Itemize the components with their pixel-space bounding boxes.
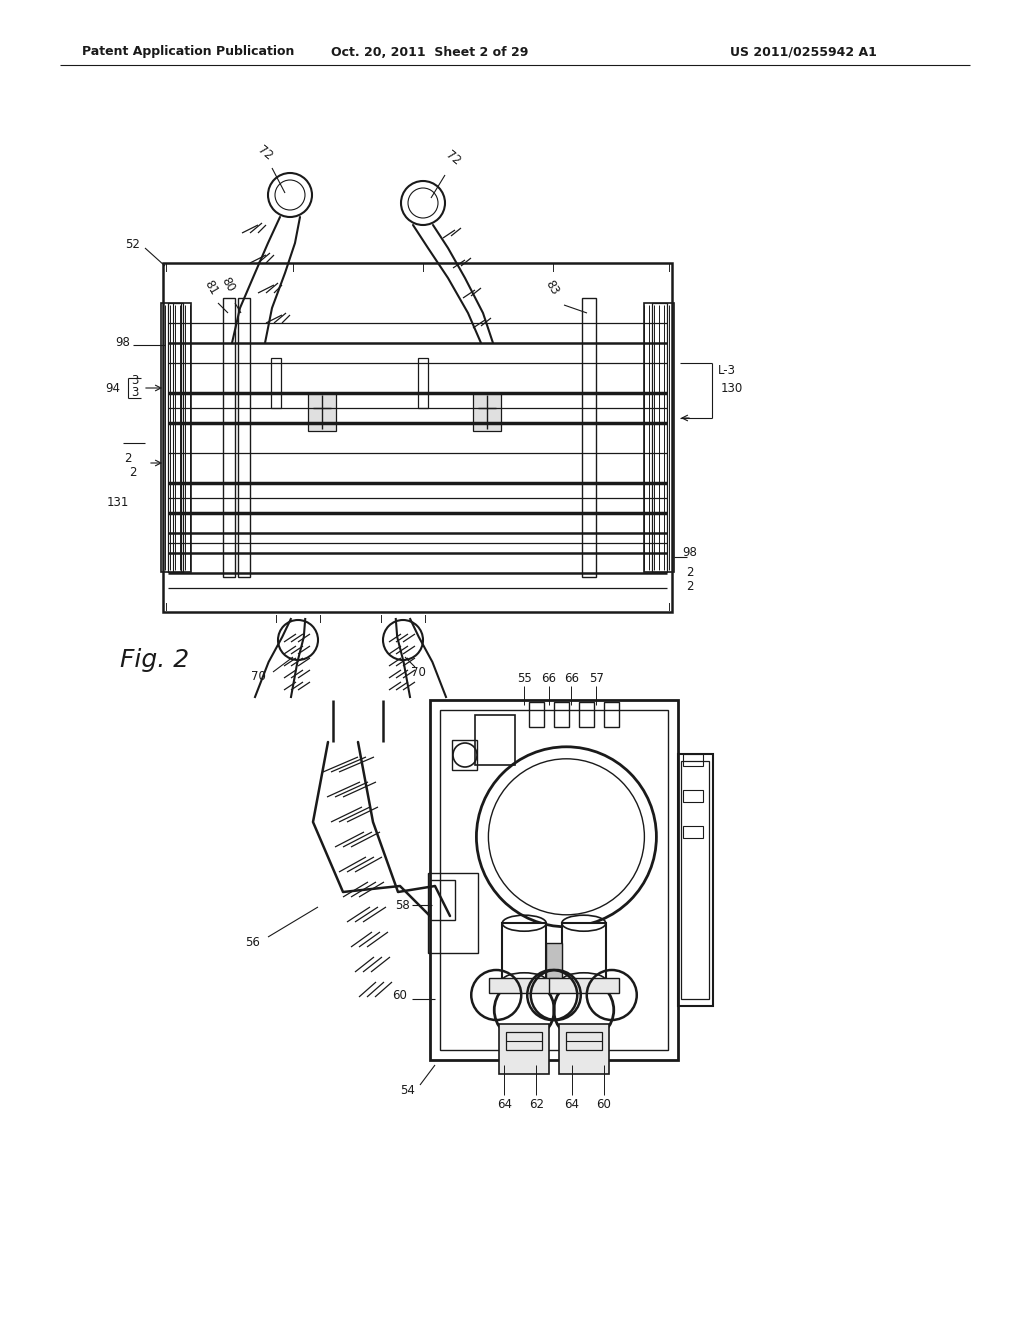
Text: 58: 58 [394, 899, 410, 912]
Bar [440, 710, 668, 1049]
Text: 64: 64 [564, 1098, 580, 1111]
Text: 57: 57 [589, 672, 603, 685]
Bar [452, 741, 477, 770]
Bar [506, 1032, 543, 1049]
Text: 81: 81 [202, 279, 220, 298]
Bar [559, 1024, 608, 1074]
Bar [683, 754, 703, 766]
Text: 3: 3 [131, 375, 138, 388]
Text: Oct. 20, 2011  Sheet 2 of 29: Oct. 20, 2011 Sheet 2 of 29 [332, 45, 528, 58]
Bar [473, 393, 501, 432]
Text: I: I [380, 615, 382, 624]
Text: L-3: L-3 [718, 364, 736, 378]
Text: 52: 52 [126, 239, 140, 252]
Bar [489, 978, 559, 993]
Text: I: I [274, 615, 278, 624]
Bar [161, 304, 191, 572]
Bar [603, 702, 618, 727]
Text: 56: 56 [246, 936, 260, 949]
Bar [565, 1032, 602, 1049]
Text: 72: 72 [255, 143, 274, 162]
Text: 66: 66 [564, 672, 579, 685]
Bar [168, 304, 183, 572]
Text: 72: 72 [443, 148, 463, 168]
Text: Fig. 2: Fig. 2 [120, 648, 189, 672]
Bar [562, 923, 606, 981]
Text: 98: 98 [683, 545, 697, 558]
Bar [579, 702, 594, 727]
Bar [500, 1024, 549, 1074]
Text: 94: 94 [105, 381, 121, 395]
Bar [554, 702, 569, 727]
Text: I: I [318, 615, 322, 624]
Bar [678, 754, 713, 1006]
Bar [683, 789, 703, 803]
Text: 60: 60 [596, 1098, 611, 1111]
Text: I: I [165, 603, 168, 612]
Text: 2: 2 [686, 565, 693, 578]
Text: Patent Application Publication: Patent Application Publication [82, 45, 294, 58]
Text: I: I [292, 264, 295, 275]
Text: 55: 55 [517, 672, 531, 685]
Text: 70: 70 [411, 665, 425, 678]
Text: I: I [424, 615, 426, 624]
Text: 2: 2 [129, 466, 137, 479]
Text: I: I [668, 264, 671, 275]
Text: 3: 3 [131, 387, 138, 400]
Bar [475, 715, 515, 766]
Text: 64: 64 [497, 1098, 512, 1111]
Bar [308, 393, 336, 432]
Text: 2: 2 [686, 581, 693, 594]
Bar [163, 263, 672, 612]
Text: 131: 131 [106, 496, 129, 510]
Bar [644, 304, 674, 572]
Text: 80: 80 [219, 276, 238, 294]
Bar [271, 358, 281, 408]
Bar [418, 358, 428, 408]
Text: 66: 66 [542, 672, 556, 685]
Text: 62: 62 [528, 1098, 544, 1111]
Bar [430, 700, 678, 1060]
Text: I: I [668, 603, 671, 612]
Bar [173, 304, 181, 572]
Text: 2: 2 [124, 451, 132, 465]
Text: 70: 70 [251, 671, 265, 684]
Text: US 2011/0255942 A1: US 2011/0255942 A1 [730, 45, 877, 58]
Bar [582, 298, 596, 577]
Text: I: I [422, 264, 424, 275]
Bar [681, 762, 709, 999]
Bar [549, 978, 618, 993]
Text: I: I [165, 264, 168, 275]
Bar [428, 873, 478, 953]
Text: I: I [552, 264, 554, 275]
Text: 98: 98 [116, 337, 130, 350]
Text: 60: 60 [392, 989, 408, 1002]
Bar [430, 880, 455, 920]
Bar [223, 298, 234, 577]
Bar [502, 923, 546, 981]
Text: 83: 83 [543, 279, 561, 297]
Bar [529, 702, 544, 727]
Bar [652, 304, 667, 572]
Bar [546, 944, 562, 983]
Bar [683, 826, 703, 838]
Text: 130: 130 [721, 381, 743, 395]
Bar [238, 298, 250, 577]
Text: 54: 54 [400, 1084, 416, 1097]
